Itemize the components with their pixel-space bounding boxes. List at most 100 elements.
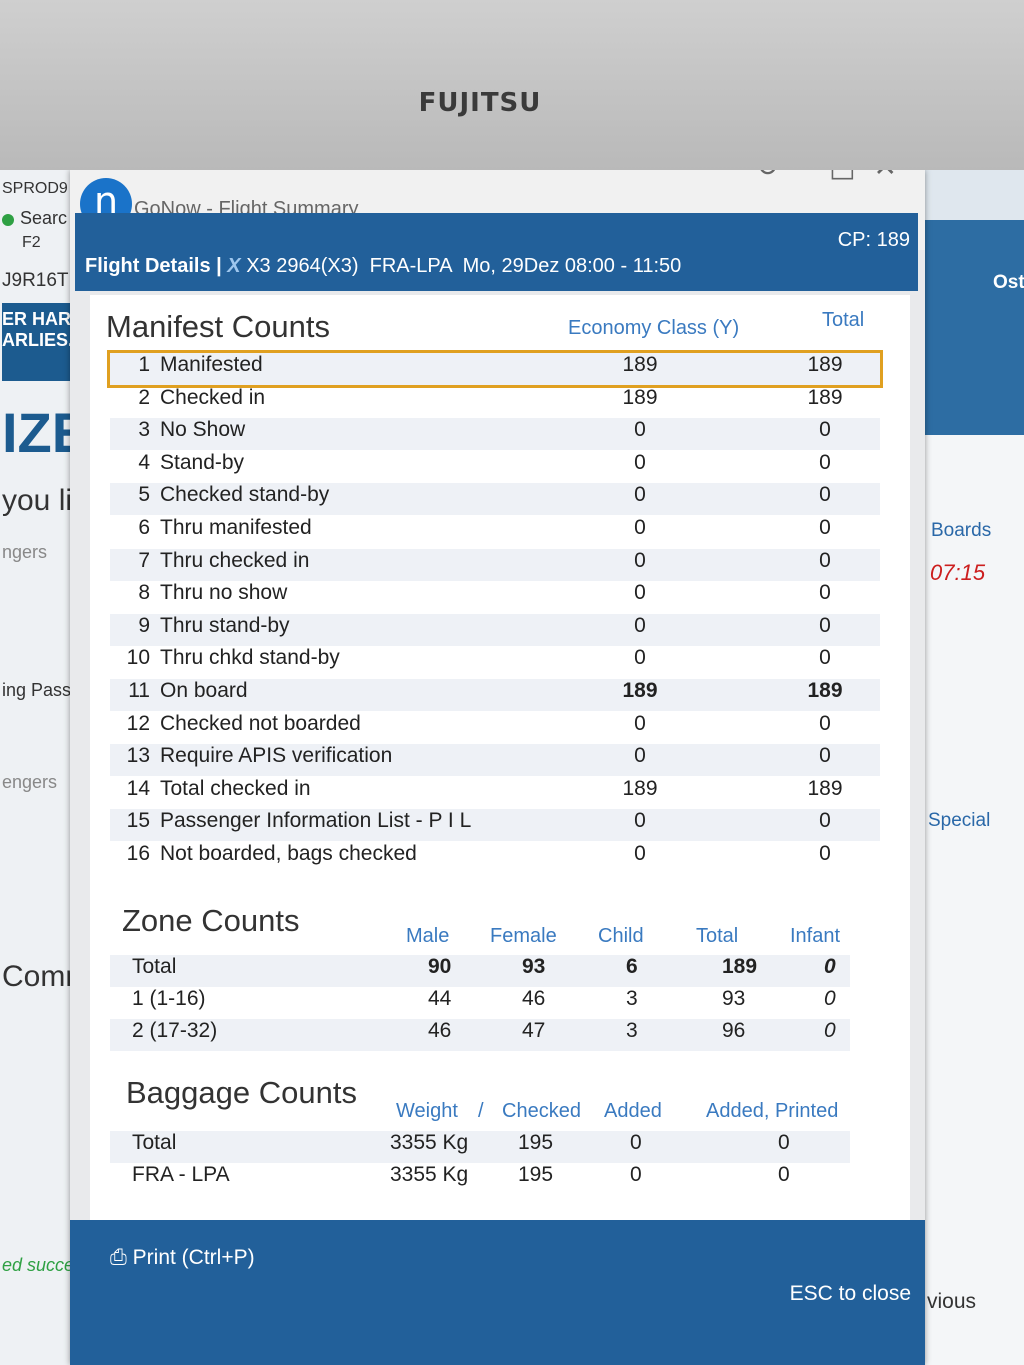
manifest-row[interactable]: 8 Thru no show 0 0 xyxy=(110,581,880,613)
manifest-row-number: 15 xyxy=(126,809,150,833)
manifest-total-value: 0 xyxy=(819,450,831,474)
zone-row: Total 90 93 6 189 0 xyxy=(110,955,850,987)
manifest-economy-value: 189 xyxy=(622,776,658,800)
baggage-added: 0 xyxy=(630,1163,642,1186)
manifest-row-number: 12 xyxy=(126,711,150,735)
manifest-economy-value: 189 xyxy=(622,353,658,376)
manifest-row-label: Checked stand-by xyxy=(160,483,330,507)
manifest-row-label: Stand-by xyxy=(160,450,245,474)
manifest-total-value: 189 xyxy=(807,385,843,409)
bg-text: ngers xyxy=(2,542,48,562)
manifest-row[interactable]: 12 Checked not boarded 0 0 xyxy=(110,712,880,744)
flight-header: Flight Details | X X3 2964(X3) FRA-LPA M… xyxy=(75,213,918,291)
refresh-icon[interactable]: ↻ xyxy=(756,170,797,183)
zone-total: 96 xyxy=(722,1019,746,1042)
bg-text: ER HAR xyxy=(2,309,72,329)
zone-female: 46 xyxy=(522,987,546,1010)
manifest-row[interactable]: 5 Checked stand-by 0 0 xyxy=(110,483,880,516)
manifest-economy-value: 0 xyxy=(634,809,646,833)
baggage-added: 0 xyxy=(630,1131,642,1154)
manifest-row-number: 16 xyxy=(126,842,150,865)
manifest-row[interactable]: 13 Require APIS verification 0 0 xyxy=(110,744,880,777)
bg-banner xyxy=(925,220,1024,435)
zone-label: Total xyxy=(132,955,177,978)
boarding-time: 07:15 xyxy=(930,560,986,585)
manifest-row[interactable]: 15 Passenger Information List - P I L 0 0 xyxy=(110,809,880,842)
window-controls: ↻–□✕ xyxy=(756,170,915,183)
manifest-row-label: Checked not boarded xyxy=(160,711,361,735)
manifest-economy-value: 0 xyxy=(634,581,646,605)
manifest-row-label: Passenger Information List - P I L xyxy=(160,809,472,833)
zone-title: Zone Counts xyxy=(122,903,300,938)
baggage-checked: 195 xyxy=(518,1131,554,1154)
manifest-row[interactable]: 14 Total checked in 189 189 xyxy=(110,777,880,809)
col-male: Male xyxy=(406,925,450,947)
zone-child: 6 xyxy=(626,955,638,978)
manifest-row-number: 9 xyxy=(138,613,150,637)
bg-text: you li xyxy=(2,484,73,517)
zone-child: 3 xyxy=(626,987,638,1010)
manifest-row-number: 2 xyxy=(138,385,150,409)
bg-text: IZE xyxy=(2,401,80,464)
manifest-row[interactable]: 3 No Show 0 0 xyxy=(110,418,880,451)
col-separator: / xyxy=(478,1100,484,1122)
zone-row: 2 (17-32) 46 47 3 96 0 xyxy=(110,1019,850,1051)
manifest-row-label: Require APIS verification xyxy=(160,744,393,768)
bg-search[interactable]: Searc xyxy=(20,208,68,228)
manifest-row-number: 3 xyxy=(138,418,150,442)
manifest-row-label: Thru stand-by xyxy=(160,613,290,637)
col-checked: Checked xyxy=(502,1100,581,1122)
manifest-row-number: 13 xyxy=(126,744,150,768)
manifest-economy-value: 0 xyxy=(634,711,646,735)
screen: SPROD9 Searc F2 J9R16T ER HAR ARLIES... … xyxy=(0,170,1024,1365)
background-app-left: SPROD9 Searc F2 J9R16T ER HAR ARLIES... … xyxy=(0,170,80,1365)
manifest-row[interactable]: 4 Stand-by 0 0 xyxy=(110,451,880,483)
manifest-row-number: 10 xyxy=(126,646,150,670)
manifest-total-value: 0 xyxy=(819,842,831,865)
manifest-row-number: 4 xyxy=(138,450,150,474)
manifest-row[interactable]: 16 Not boarded, bags checked 0 0 xyxy=(110,842,880,874)
manifest-row[interactable]: 10 Thru chkd stand-by 0 0 xyxy=(110,646,880,678)
baggage-weight: 3355 Kg xyxy=(390,1163,469,1186)
manifest-total-value: 0 xyxy=(819,418,831,442)
manifest-row[interactable]: 2 Checked in 189 189 xyxy=(110,386,880,418)
manifest-row-number: 8 xyxy=(138,581,150,605)
monitor-bezel: FUJITSU xyxy=(0,0,1024,170)
manifest-title: Manifest Counts xyxy=(106,309,330,344)
manifest-row[interactable]: 7 Thru checked in 0 0 xyxy=(110,548,880,581)
baggage-weight: 3355 Kg xyxy=(390,1131,469,1154)
bg-text: SPROD9 xyxy=(2,180,68,197)
manifest-economy-value: 189 xyxy=(622,385,658,409)
manifest-row[interactable]: 1 Manifested 189 189 xyxy=(107,350,883,388)
route: FRA-LPA xyxy=(369,255,452,277)
manifest-row[interactable]: 11 On board 189 189 xyxy=(110,679,880,711)
baggage-printed: 0 xyxy=(778,1131,790,1154)
maximize-button[interactable]: □ xyxy=(829,170,873,183)
manifest-total-value: 0 xyxy=(819,548,831,572)
zone-male: 46 xyxy=(428,1019,452,1042)
print-button[interactable]: ⎙ Print (Ctrl+P) xyxy=(110,1246,255,1270)
manifest-row-number: 7 xyxy=(138,548,150,572)
manifest-row[interactable]: 6 Thru manifested 0 0 xyxy=(110,516,880,548)
manifest-row-number: 14 xyxy=(126,776,150,800)
col-female: Female xyxy=(490,925,557,947)
zone-male: 44 xyxy=(428,987,452,1010)
manifest-total-value: 0 xyxy=(819,613,831,637)
manifest-total-value: 0 xyxy=(819,711,831,735)
flight-details: Flight Details | X X3 2964(X3) FRA-LPA M… xyxy=(85,255,681,278)
col-total: Total xyxy=(822,309,865,331)
manifest-economy-value: 0 xyxy=(634,516,646,539)
zone-label: 2 (17-32) xyxy=(132,1019,218,1042)
bg-text: engers xyxy=(2,772,58,792)
summary-content: Manifest Counts Economy Class (Y) Total … xyxy=(90,295,910,1225)
manifest-row-number: 6 xyxy=(138,516,150,539)
close-button[interactable]: ✕ xyxy=(874,170,915,183)
manifest-row[interactable]: 9 Thru stand-by 0 0 xyxy=(110,613,880,646)
date-time: Mo, 29Dez 08:00 - 11:50 xyxy=(462,255,682,277)
minimize-button[interactable]: – xyxy=(797,170,829,183)
zone-row: 1 (1-16) 44 46 3 93 0 xyxy=(110,987,850,1019)
zone-infant: 0 xyxy=(824,1019,836,1042)
bg-text: Comm xyxy=(2,960,80,993)
manifest-total-value: 0 xyxy=(819,744,831,768)
baggage-checked: 195 xyxy=(518,1163,554,1186)
